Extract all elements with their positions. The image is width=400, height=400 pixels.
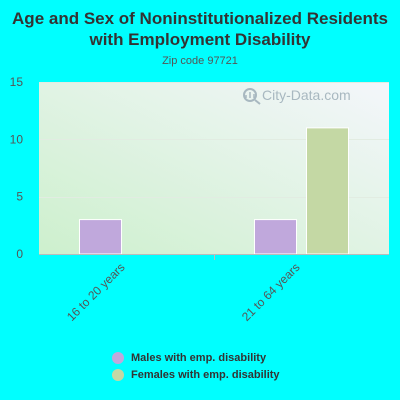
watermark: City-Data.com — [243, 87, 351, 105]
bar-males-0 — [79, 219, 122, 255]
magnifier-chart-icon — [243, 88, 261, 105]
y-tick-label: 15 — [10, 75, 24, 89]
bar-females-1 — [306, 127, 349, 255]
legend-swatch-females — [112, 369, 124, 381]
y-tick-label: 10 — [10, 132, 24, 146]
legend-item-males: Males with emp. disability — [112, 350, 280, 366]
chart-subtitle: Zip code 97721 — [162, 55, 238, 67]
legend-label-males: Males with emp. disability — [131, 352, 267, 364]
legend-label-females: Females with emp. disability — [131, 369, 280, 381]
legend-item-females: Females with emp. disability — [112, 367, 280, 383]
chart-title: Age and Sex of Noninstitutionalized Resi… — [12, 9, 388, 49]
legend-swatch-males — [112, 352, 124, 364]
x-tick-label: 21 to 64 years — [239, 260, 303, 324]
legend: Males with emp. disability Females with … — [112, 350, 280, 384]
bar-males-1 — [254, 219, 297, 255]
y-tick-label: 5 — [16, 190, 23, 204]
x-tick-label: 16 to 20 years — [64, 260, 128, 324]
watermark-text: City-Data.com — [262, 87, 351, 103]
y-tick-label: 0 — [16, 247, 23, 261]
